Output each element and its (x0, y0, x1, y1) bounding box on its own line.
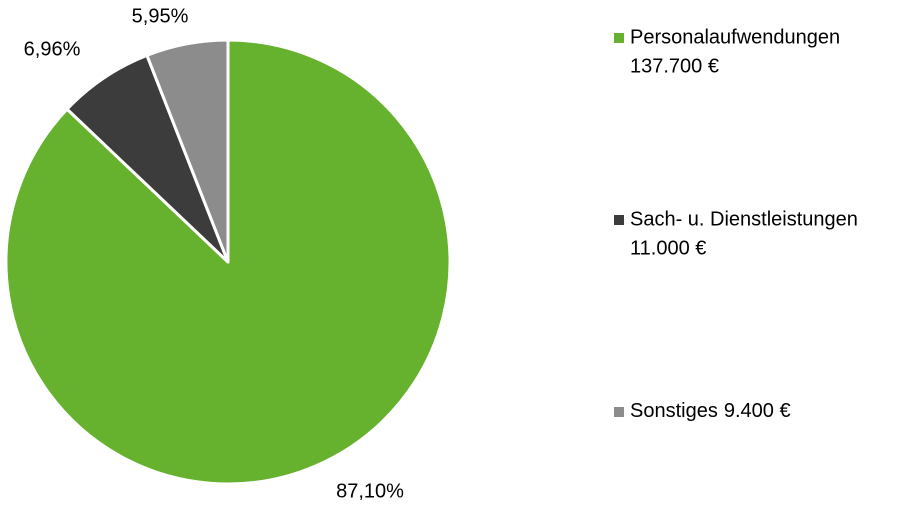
data-label: 87,10% (336, 480, 404, 502)
legend-name: Sach- u. Dienstleistungen (630, 208, 858, 230)
legend-label: Sonstiges 9.400 € (630, 400, 791, 422)
data-label: 6,96% (24, 38, 81, 60)
legend-name: Personalaufwendungen (630, 26, 840, 48)
legend-swatch (614, 33, 624, 43)
data-label: 5,95% (132, 5, 189, 27)
legend-name: Sonstiges (630, 400, 718, 422)
legend-swatch (614, 407, 624, 417)
legend-amount: 137.700 € (630, 55, 719, 77)
pie-slice (145, 38, 230, 264)
legend-amount: 9.400 € (724, 400, 791, 422)
legend-amount: 11.000 € (630, 237, 706, 259)
legend-swatch (614, 215, 624, 225)
